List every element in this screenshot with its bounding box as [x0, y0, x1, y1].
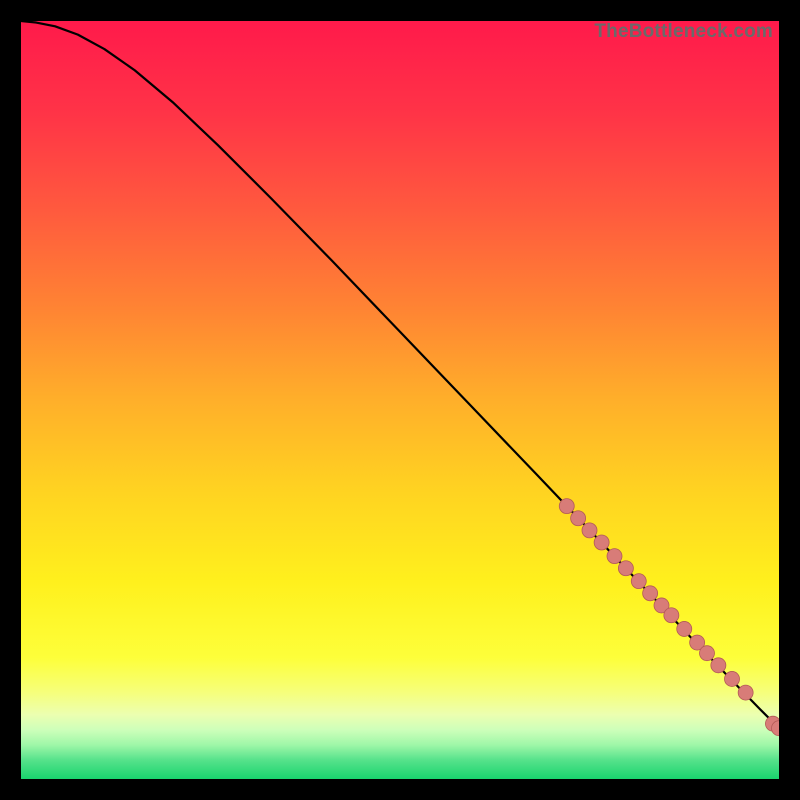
data-marker	[677, 621, 692, 636]
marker-group	[559, 499, 779, 736]
data-marker	[559, 499, 574, 514]
data-marker	[582, 523, 597, 538]
data-marker	[664, 608, 679, 623]
data-marker	[571, 511, 586, 526]
figure-root: TheBottleneck.com	[0, 0, 800, 800]
data-marker	[699, 646, 714, 661]
data-marker	[594, 535, 609, 550]
data-marker	[725, 671, 740, 686]
data-marker	[631, 574, 646, 589]
data-marker	[607, 549, 622, 564]
data-marker	[618, 561, 633, 576]
chart-svg	[21, 21, 779, 779]
data-marker	[711, 658, 726, 673]
plot-area: TheBottleneck.com	[21, 21, 779, 779]
data-marker	[738, 685, 753, 700]
curve-line	[21, 21, 779, 728]
data-marker	[643, 586, 658, 601]
